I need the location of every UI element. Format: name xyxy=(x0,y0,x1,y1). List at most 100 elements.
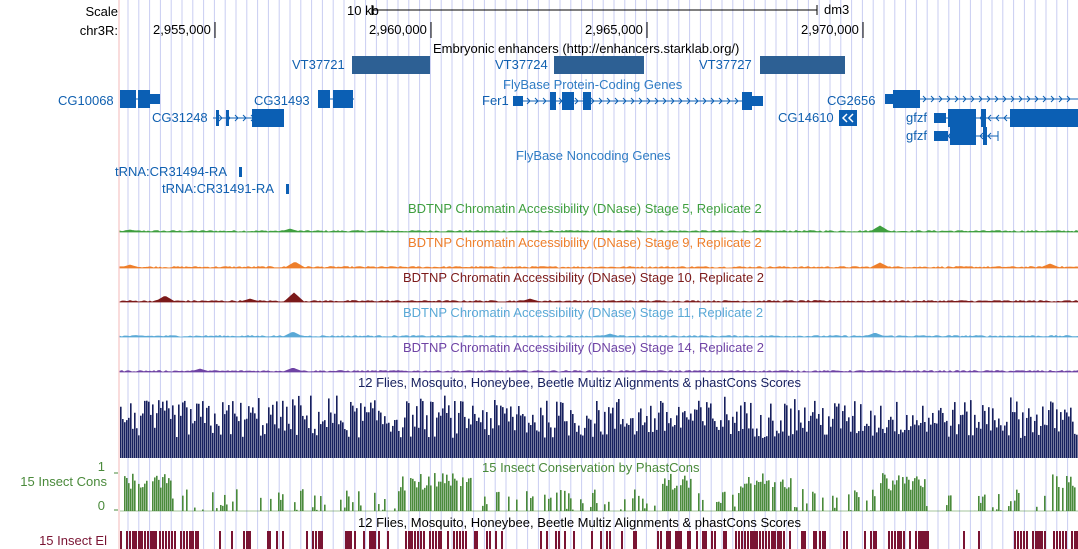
multiz-bar xyxy=(420,398,422,458)
gene-label-gfzf[interactable]: gfzf xyxy=(906,110,927,125)
multiz-bar xyxy=(576,431,578,458)
multiz-bar xyxy=(742,428,744,458)
phastcons-bar xyxy=(782,479,784,511)
multiz-bar xyxy=(958,424,960,458)
gene-label-gfzf[interactable]: gfzf xyxy=(906,128,927,143)
multiz-bar xyxy=(596,401,598,458)
multiz-bar xyxy=(488,434,490,458)
multiz-bar xyxy=(952,409,954,458)
multiz-bar xyxy=(508,421,510,458)
phastcons-bar xyxy=(742,487,744,511)
conserved-element xyxy=(435,531,437,549)
conserved-element xyxy=(897,531,901,549)
multiz-bar xyxy=(424,429,426,458)
gene-label-cg31493[interactable]: CG31493 xyxy=(254,93,310,108)
phastcons-bar xyxy=(360,505,362,511)
phastcons-bar xyxy=(164,474,166,511)
phastcons-bar xyxy=(754,484,756,511)
multiz-bar xyxy=(546,400,548,458)
multiz-bar xyxy=(472,405,474,458)
phastcons-bar xyxy=(1056,476,1058,511)
conserved-element xyxy=(771,531,775,549)
conserved-element xyxy=(888,531,890,549)
ncrna-label[interactable]: tRNA:CR31494-RA xyxy=(115,164,227,179)
multiz-bar xyxy=(572,413,574,458)
conserved-element xyxy=(369,531,373,549)
phastcons-bar xyxy=(1070,476,1072,511)
gene-exon xyxy=(983,127,987,145)
phastcons-bar xyxy=(734,506,736,511)
multiz-bar xyxy=(732,416,734,458)
multiz-bar xyxy=(392,425,394,458)
multiz-bar xyxy=(934,422,936,458)
strand-arrow xyxy=(994,95,999,103)
gene-label-cg14610[interactable]: CG14610 xyxy=(778,110,834,125)
multiz-bar xyxy=(944,422,946,458)
gene-label-cg2656[interactable]: CG2656 xyxy=(827,93,876,108)
multiz-bar xyxy=(744,401,746,458)
multiz-bar xyxy=(764,436,766,458)
multiz-bar xyxy=(304,419,306,458)
multiz-bar xyxy=(938,410,940,458)
multiz-bar xyxy=(916,420,918,458)
enhancer-label[interactable]: VT37724 xyxy=(495,57,548,72)
multiz-bar xyxy=(854,401,856,458)
phastcons-bar xyxy=(1058,487,1060,511)
enhancer-label[interactable]: VT37721 xyxy=(292,57,345,72)
gene-label-cg31248[interactable]: CG31248 xyxy=(152,110,208,125)
multiz-bar xyxy=(154,427,156,458)
ruler-tick-label: 2,955,000 xyxy=(153,22,211,37)
phastcons-bar xyxy=(918,479,920,511)
multiz-bar xyxy=(482,410,484,458)
conserved-element xyxy=(621,531,623,549)
multiz-bar xyxy=(722,426,724,458)
phastcons-bar xyxy=(456,480,458,511)
multiz-bar xyxy=(216,424,218,458)
multiz-bar xyxy=(828,416,830,458)
ruler-tick-label: 2,960,000 xyxy=(369,22,427,37)
ncrna-label[interactable]: tRNA:CR31491-RA xyxy=(162,181,274,196)
phastcons-bar xyxy=(216,508,218,511)
enhancer-label[interactable]: VT37727 xyxy=(699,57,752,72)
conserved-element xyxy=(183,531,185,549)
multiz-bar xyxy=(998,418,1000,458)
phastcons-bar xyxy=(926,506,928,511)
multiz-bar xyxy=(548,422,550,458)
phastcons-bar xyxy=(888,488,890,511)
multiz-bar xyxy=(750,402,752,458)
multiz-bar xyxy=(924,421,926,458)
gene-label-cg10068[interactable]: CG10068 xyxy=(58,93,114,108)
phastcons-bar xyxy=(294,502,296,511)
gene-exon xyxy=(252,109,284,127)
strand-arrow xyxy=(970,95,975,103)
phastcons-bar xyxy=(302,489,304,511)
phastcons-bar xyxy=(346,490,348,511)
conserved-element xyxy=(978,531,980,549)
strand-arrow xyxy=(614,97,619,105)
multiz-bar xyxy=(1076,434,1078,458)
multiz-bar xyxy=(1026,417,1028,458)
multiz-bar xyxy=(588,418,590,458)
phastcons-bar xyxy=(718,501,720,511)
phastcons-side-label[interactable]: 15 Insect Cons xyxy=(20,474,107,489)
gene-label-fer1[interactable]: Fer1 xyxy=(482,93,509,108)
phastcons-bar xyxy=(996,509,998,511)
multiz-bar xyxy=(700,407,702,458)
ncrna-feature xyxy=(239,167,242,177)
multiz-bar xyxy=(478,417,480,458)
multiz-bar xyxy=(600,431,602,458)
conserved-element xyxy=(918,531,922,549)
phastcons-bar xyxy=(324,504,326,511)
multiz-bar xyxy=(380,412,382,458)
multiz-bar xyxy=(302,415,304,458)
multiz-bar xyxy=(1002,430,1004,458)
conserved-element xyxy=(711,531,713,549)
conserved-element xyxy=(189,531,193,549)
conserved-element xyxy=(900,531,902,549)
multiz-bar xyxy=(1034,420,1036,458)
conserved-element xyxy=(495,531,497,549)
multiz-bar xyxy=(322,421,324,458)
elements-side-label[interactable]: 15 Insect El xyxy=(39,533,107,548)
